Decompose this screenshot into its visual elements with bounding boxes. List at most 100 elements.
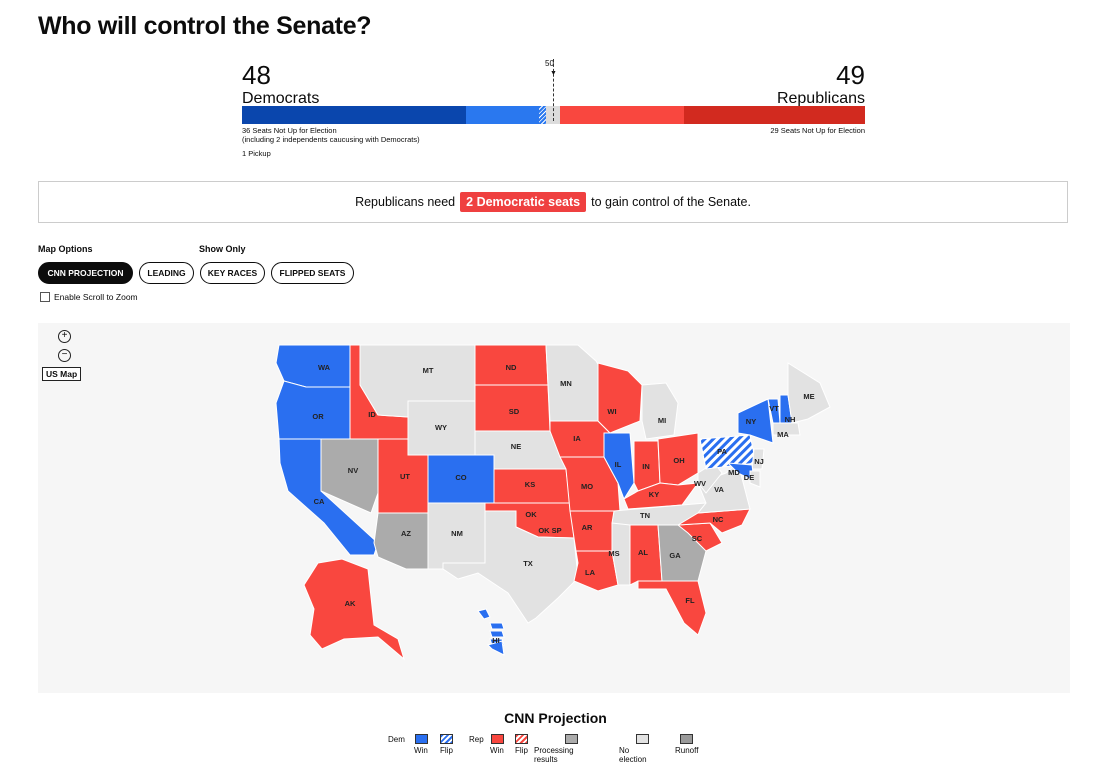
legend-rep-flip-swatch — [515, 734, 528, 744]
state-az[interactable] — [373, 512, 429, 570]
label-de: DE — [744, 473, 754, 482]
state-hi-2[interactable] — [489, 622, 505, 630]
label-ma: MA — [777, 430, 789, 439]
legend-rep-win-swatch — [491, 734, 504, 744]
state-va[interactable] — [696, 462, 751, 514]
label-co: CO — [455, 473, 466, 482]
label-il: IL — [615, 460, 622, 469]
legend-dem-win-label: Win — [414, 746, 428, 755]
label-nj: NJ — [754, 457, 764, 466]
state-or[interactable] — [275, 380, 351, 440]
label-md: MD — [728, 468, 740, 477]
state-ny[interactable] — [737, 398, 774, 444]
state-tx[interactable] — [442, 510, 579, 624]
control-message: Republicans need 2 Democratic seats to g… — [38, 181, 1068, 223]
state-oh[interactable] — [657, 432, 699, 486]
zoom-out-icon[interactable]: − — [58, 349, 71, 362]
legend-processing-swatch — [565, 734, 578, 744]
legend-runoff-label: Runoff — [675, 746, 699, 755]
label-ca: CA — [314, 497, 325, 506]
dem-independents-note: (including 2 independents caucusing with… — [242, 135, 420, 144]
label-vt: VT — [769, 404, 779, 413]
control-message-suffix: to gain control of the Senate. — [591, 195, 751, 209]
label-nc: NC — [713, 515, 724, 524]
zoom-in-icon[interactable]: + — [58, 330, 71, 343]
majority-marker-label: 50 — [545, 59, 554, 68]
label-me: ME — [803, 392, 814, 401]
key-races-button[interactable]: KEY RACES — [200, 262, 265, 284]
label-wa: WA — [318, 363, 331, 372]
legend-dem-win-swatch — [415, 734, 428, 744]
label-wy: WY — [435, 423, 447, 432]
scroll-zoom-option[interactable]: Enable Scroll to Zoom — [40, 292, 138, 302]
senate-tally: 48 Democrats 49 Republicans 50 ▼ 36 Seat… — [242, 59, 865, 162]
label-in: IN — [642, 462, 650, 471]
label-al: AL — [638, 548, 648, 557]
state-ma[interactable] — [772, 422, 801, 436]
legend-dem-flip-swatch — [440, 734, 453, 744]
state-fl[interactable] — [637, 580, 707, 636]
legend-rep-flip-label: Flip — [515, 746, 528, 755]
label-ks: KS — [525, 480, 535, 489]
page-title: Who will control the Senate? — [38, 12, 372, 40]
state-hi-3[interactable] — [489, 630, 505, 638]
state-nj[interactable] — [751, 448, 765, 470]
state-mi[interactable] — [641, 382, 679, 440]
label-ak: AK — [345, 599, 356, 608]
seats-needed-badge: 2 Democratic seats — [460, 192, 587, 212]
state-nv[interactable] — [320, 438, 379, 514]
label-ny: NY — [746, 417, 756, 426]
flipped-seats-button[interactable]: FLIPPED SEATS — [271, 262, 354, 284]
dem-party-label: Democrats — [242, 90, 320, 107]
legend-dem-label: Dem — [388, 735, 405, 744]
rep-seat-count: 49 — [836, 60, 865, 90]
state-ky[interactable] — [623, 482, 700, 510]
state-hi[interactable] — [477, 608, 491, 620]
state-ak[interactable] — [303, 558, 405, 661]
label-ga: GA — [669, 551, 681, 560]
state-wa[interactable] — [275, 344, 351, 388]
label-nd: ND — [506, 363, 517, 372]
label-hi: HI — [492, 636, 500, 645]
label-nh: NH — [785, 415, 796, 424]
dem-seat-count: 48 — [242, 60, 271, 90]
us-states-svg[interactable]: WA OR CA ID NV UT AZ MT WY CO NM ND SD N… — [38, 323, 1070, 693]
legend-no-election-label: No election — [619, 746, 647, 764]
state-de[interactable] — [749, 470, 761, 488]
rep-won-segment — [560, 106, 684, 124]
state-hi-5[interactable] — [487, 640, 505, 656]
label-sd: SD — [509, 407, 520, 416]
legend-runoff-swatch — [680, 734, 693, 744]
scroll-zoom-checkbox[interactable] — [40, 292, 50, 302]
label-va: VA — [714, 485, 724, 494]
state-pa[interactable] — [699, 434, 757, 470]
seat-bar — [242, 106, 865, 124]
label-id: ID — [368, 410, 376, 419]
dem-won-segment — [466, 106, 539, 124]
control-message-prefix: Republicans need — [355, 195, 456, 209]
dem-not-up-text: 36 Seats Not Up for Election — [242, 126, 337, 135]
cnn-projection-button[interactable]: CNN PROJECTION — [38, 262, 133, 284]
show-only-label: Show Only — [199, 244, 246, 254]
state-wi[interactable] — [597, 362, 643, 434]
label-ut: UT — [400, 472, 410, 481]
label-ky: KY — [649, 490, 659, 499]
map-options-label: Map Options — [38, 244, 93, 254]
label-pa: PA — [717, 447, 727, 456]
legend-rep-label: Rep — [469, 735, 484, 744]
label-oh: OH — [673, 456, 684, 465]
label-mt: MT — [423, 366, 434, 375]
label-or: OR — [312, 412, 324, 421]
label-mn: MN — [560, 379, 572, 388]
label-sc: SC — [692, 534, 703, 543]
state-me[interactable] — [787, 362, 831, 424]
legend-title: CNN Projection — [504, 710, 607, 726]
leading-button[interactable]: LEADING — [139, 262, 194, 284]
dem-flip-segment — [539, 106, 546, 124]
rep-not-up-segment — [684, 106, 865, 124]
us-map-button[interactable]: US Map — [42, 367, 82, 381]
label-ne: NE — [511, 442, 521, 451]
label-la: LA — [585, 568, 596, 577]
legend-processing-label: Processing results — [534, 746, 574, 764]
senate-map[interactable]: + − US Map — [38, 323, 1070, 693]
